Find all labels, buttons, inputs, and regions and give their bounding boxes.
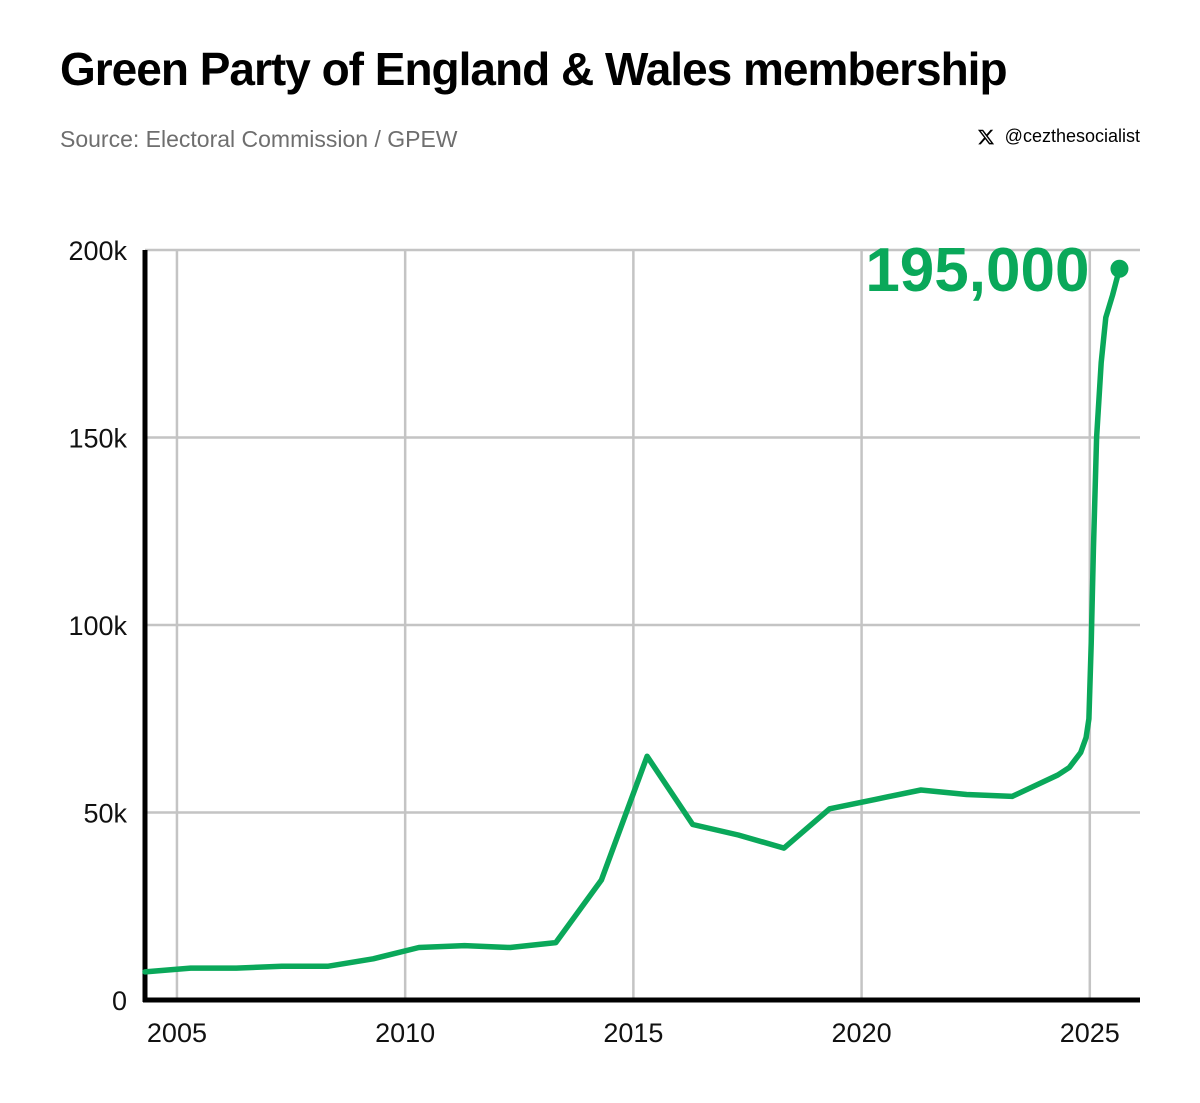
x-tick-label: 2010	[375, 1018, 435, 1048]
y-tick-label: 50k	[83, 799, 127, 829]
tick-labels: 0 50k 100k 150k 200k 2005 2010 2015 2020 2025	[68, 236, 1119, 1048]
y-tick-label: 100k	[68, 611, 127, 641]
series-layer	[142, 266, 1123, 975]
y-tick-label: 150k	[68, 424, 127, 454]
x-tick-label: 2025	[1060, 1018, 1120, 1048]
source-note: Source: Electoral Commission / GPEW	[60, 126, 458, 152]
endpoint-marker	[1110, 259, 1129, 278]
x-logo-icon	[977, 129, 994, 144]
axes	[142, 250, 1140, 1003]
x-tick-label: 2005	[147, 1018, 207, 1048]
chart-title: Green Party of England & Wales membershi…	[60, 43, 1008, 95]
author-handle[interactable]: @cezthesocialist	[977, 126, 1140, 147]
y-tick-label: 200k	[68, 236, 127, 266]
handle-text: @cezthesocialist	[1004, 126, 1140, 146]
x-tick-label: 2020	[832, 1018, 892, 1048]
y-tick-label: 0	[112, 986, 127, 1016]
latest-value-label: 195,000	[865, 236, 1089, 305]
annotations: 195,000	[865, 236, 1129, 305]
grid-lines	[145, 248, 1140, 1000]
series-line-membership	[142, 266, 1123, 975]
x-tick-label: 2015	[603, 1018, 663, 1048]
